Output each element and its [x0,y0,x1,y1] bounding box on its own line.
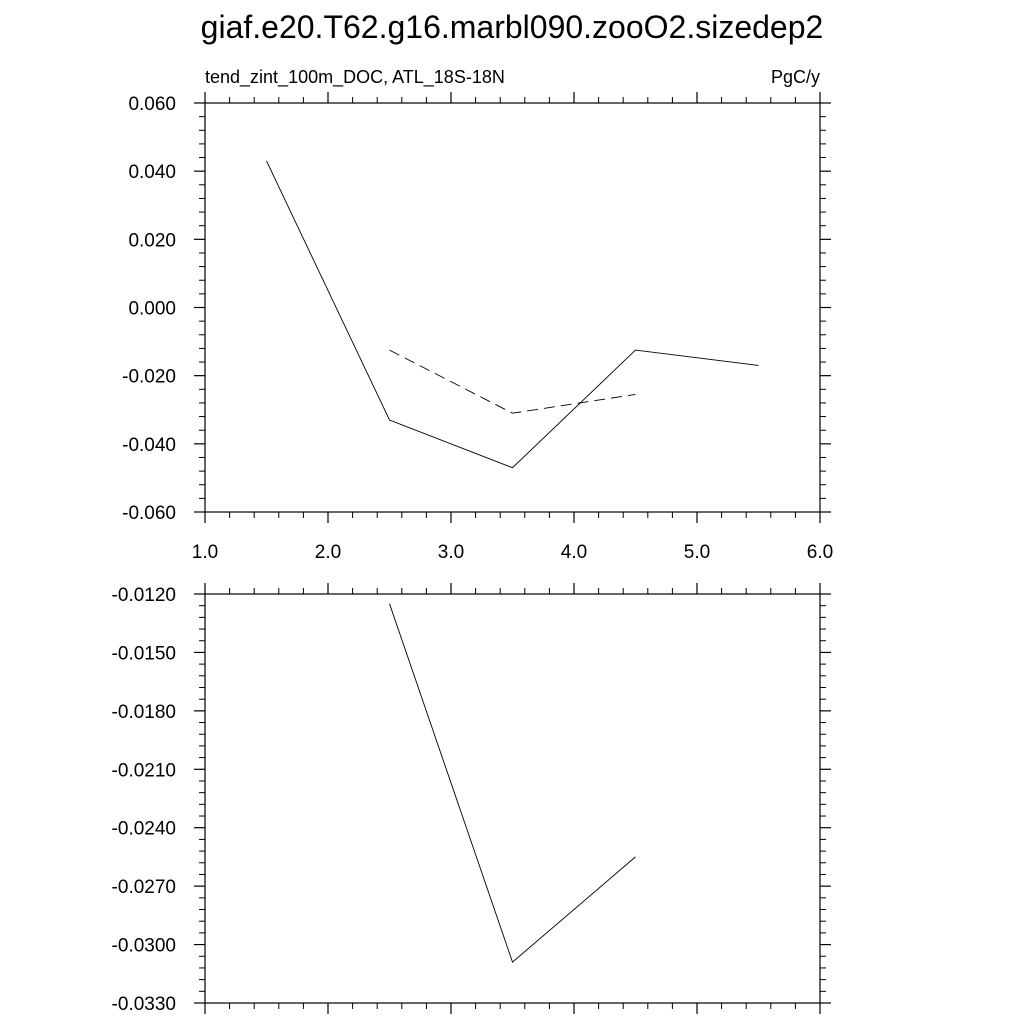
y-tick-label: -0.0300 [112,936,176,957]
x-tick-label: 4.0 [561,542,587,563]
y-tick-label: -0.0180 [112,702,176,723]
top-plot-frame [204,102,821,513]
figure-title: giaf.e20.T62.g16.marbl090.zooO2.sizedep2 [201,9,824,45]
bottom-panel: -0.0120 -0.0150 -0.0180 -0.0210 -0.0240 -0.02… [112,583,831,1015]
y-tick-label: -0.040 [122,435,176,456]
y-tick-label: -0.020 [122,367,176,388]
top-panel-left-label: tend_zint_100m_DOC, ATL_18S-18N [205,67,505,88]
y-tick-label: -0.0240 [112,819,176,840]
bottom-panel-series [389,603,636,963]
y-tick-label: -0.0330 [112,994,176,1015]
y-tick-label: 0.060 [128,94,176,115]
y-tick-label: -0.0120 [112,585,176,606]
x-tick-label: 6.0 [807,542,833,563]
y-tick-label: 0.020 [128,230,176,251]
y-tick-label: 0.000 [128,299,176,320]
y-tick-label: 0.040 [128,162,176,183]
top-panel: tend_zint_100m_DOC, ATL_18S-18N PgC/y 1.… [122,67,833,563]
bottom-panel-ticks: -0.0120 -0.0150 -0.0180 -0.0210 -0.0240 -0.02… [112,583,831,1015]
y-tick-label: -0.0210 [112,760,176,781]
series-line-2-dashed [389,349,636,414]
top-panel-series [266,160,759,469]
y-tick-label: -0.060 [122,503,176,524]
y-tick-label: -0.0270 [112,877,176,898]
x-tick-label: 2.0 [315,542,341,563]
top-panel-ticks: 1.0 2.0 3.0 4.0 5.0 6.0 0.060 0.040 0.020 0.000 -0… [122,92,833,563]
x-tick-label: 5.0 [684,542,710,563]
top-panel-units-label: PgC/y [771,67,820,87]
bottom-plot-frame [204,593,821,1004]
x-tick-label: 3.0 [438,542,464,563]
series-line-1-solid [389,603,636,963]
y-tick-label: -0.0150 [112,643,176,664]
x-tick-label: 1.0 [192,542,218,563]
series-line-1-solid [266,160,759,469]
